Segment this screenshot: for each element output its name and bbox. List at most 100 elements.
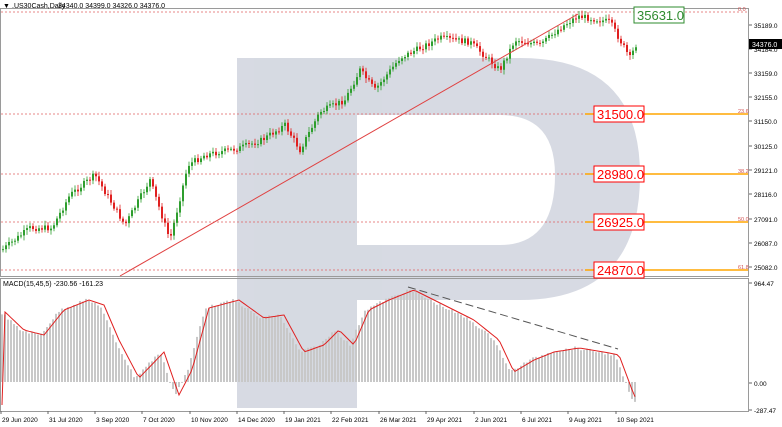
macd-bar: [466, 317, 468, 382]
macd-bar: [304, 349, 306, 382]
macd-bar: [322, 341, 324, 382]
macd-bar: [400, 294, 402, 382]
candle-body: [8, 241, 10, 246]
macd-divergence-line[interactable]: [407, 286, 619, 350]
candle-body: [581, 15, 583, 18]
candle-body: [173, 222, 175, 236]
macd-bar: [208, 308, 210, 382]
macd-bar: [103, 313, 105, 382]
macd-bar: [340, 337, 342, 382]
candle-body: [314, 121, 316, 128]
candle-body: [272, 132, 274, 135]
candlesticks: [2, 10, 637, 253]
macd-bar: [373, 305, 375, 382]
macd-bar: [121, 354, 123, 382]
candle-body: [551, 34, 553, 36]
macd-bar: [511, 369, 513, 382]
macd-bar: [4, 314, 6, 382]
candle-body: [629, 51, 631, 56]
candle-body: [293, 135, 295, 138]
candle-body: [161, 206, 163, 219]
macd-bar: [229, 302, 231, 382]
macd-bar: [19, 330, 21, 382]
candle-body: [212, 151, 214, 154]
macd-tick-label: 0.00: [754, 381, 767, 388]
macd-bar: [520, 365, 522, 382]
macd-bar: [313, 346, 315, 382]
macd-bar: [109, 327, 111, 382]
dropdown-triangle-icon[interactable]: ▼: [3, 3, 10, 10]
macd-bar: [46, 327, 48, 382]
candle-body: [50, 228, 52, 231]
macd-bar: [478, 328, 480, 382]
macd-bar: [502, 357, 504, 382]
candle-body: [20, 235, 22, 237]
candle-body: [215, 151, 217, 156]
candle-body: [170, 233, 172, 236]
macd-bar: [277, 314, 279, 382]
macd-bar: [97, 305, 99, 382]
candle-body: [194, 158, 196, 163]
macd-bar: [202, 316, 204, 382]
macd-bar: [547, 353, 549, 382]
candle-body: [530, 43, 532, 45]
macd-bar: [259, 318, 261, 382]
macd-bar: [73, 304, 75, 382]
candle-body: [548, 34, 550, 38]
candle-body: [338, 100, 340, 106]
candle-body: [134, 207, 136, 211]
macd-bar: [532, 357, 534, 382]
macd-bar: [463, 317, 465, 382]
price-tick-label: 34184.0: [754, 47, 778, 54]
time-tick-label: 9 Aug 2021: [569, 417, 602, 424]
support-trendline[interactable]: [119, 13, 579, 277]
candle-body: [440, 35, 442, 40]
macd-bar: [70, 307, 72, 382]
candle-body: [428, 43, 430, 46]
macd-bar: [598, 352, 600, 382]
candle-body: [491, 57, 493, 65]
macd-bar: [271, 317, 273, 382]
candle-body: [182, 185, 184, 202]
candle-body: [602, 20, 604, 23]
macd-bar: [148, 362, 150, 382]
fib-ratio-label: 61.8: [738, 265, 749, 271]
macd-bar: [133, 377, 135, 382]
watermark-logo: [237, 58, 640, 408]
candle-body: [326, 105, 328, 112]
macd-bar: [613, 353, 615, 382]
macd-bar: [481, 329, 483, 382]
candle-body: [383, 79, 385, 83]
candle-body: [245, 142, 247, 145]
candle-body: [473, 41, 475, 44]
macd-bar: [484, 330, 486, 382]
candle-body: [332, 103, 334, 105]
candle-body: [596, 21, 598, 23]
macd-bar: [571, 349, 573, 382]
candle-body: [248, 142, 250, 144]
candle-body: [341, 100, 343, 105]
candle-body: [167, 222, 169, 234]
candle-body: [356, 77, 358, 85]
macd-bar: [385, 298, 387, 382]
candle-body: [176, 212, 178, 223]
candle-body: [416, 46, 418, 51]
candle-body: [359, 68, 361, 78]
macd-bar: [160, 354, 162, 382]
macd-bar: [61, 308, 63, 382]
macd-bar: [142, 369, 144, 382]
candle-body: [578, 15, 580, 19]
macd-bar: [325, 338, 327, 382]
macd-bar: [136, 375, 138, 382]
macd-bar: [487, 333, 489, 382]
time-axis: 29 Jun 2020 31 Jul 2020 3 Sep 2020 7 Oct 20…: [0, 411, 654, 424]
macd-bar: [424, 297, 426, 382]
price-tick-label: 25082.0: [754, 265, 778, 272]
candle-body: [545, 37, 547, 42]
candle-body: [599, 21, 601, 23]
macd-bar: [331, 332, 333, 382]
candle-body: [482, 51, 484, 57]
macd-bar: [334, 331, 336, 382]
candle-body: [209, 153, 211, 158]
